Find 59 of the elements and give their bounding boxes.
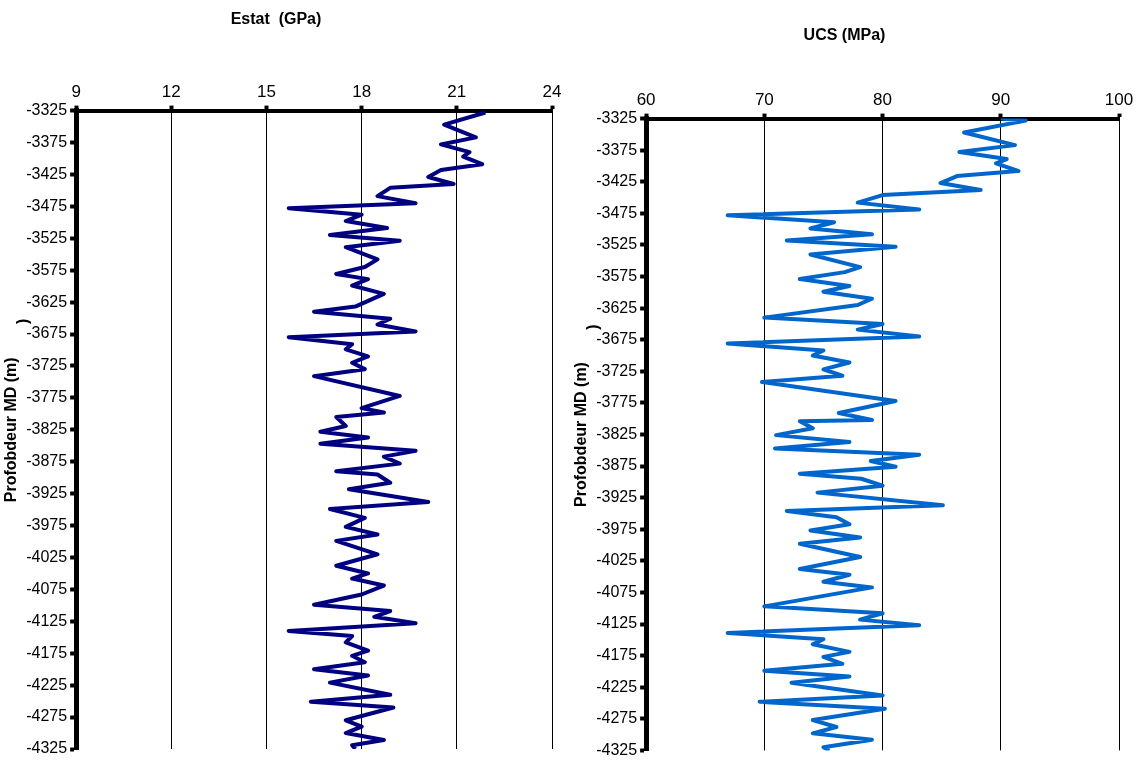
x-tick-label: 60 bbox=[636, 90, 656, 110]
y-tick-label: -4325 bbox=[26, 739, 68, 757]
y-tick-label: -3675 bbox=[596, 330, 638, 348]
y-tick-label: -3325 bbox=[26, 101, 68, 119]
x-tick-label: 80 bbox=[873, 90, 893, 110]
y-tick-label: -4275 bbox=[596, 709, 638, 727]
y-tick-label: -4225 bbox=[596, 677, 638, 695]
y-tick-label: -3475 bbox=[596, 203, 638, 221]
y-tick-label: -3925 bbox=[596, 488, 638, 506]
y-tick-label: -3825 bbox=[596, 424, 638, 442]
y-tick-label: -3375 bbox=[596, 140, 638, 158]
x-tick-label: 21 bbox=[447, 82, 467, 102]
y-tick-label: -3725 bbox=[26, 356, 68, 374]
y-tick-label: -4325 bbox=[596, 740, 638, 758]
y-tick-label: -3375 bbox=[26, 132, 68, 150]
y-tick-label: -3525 bbox=[26, 228, 68, 246]
y-tick-label: -3525 bbox=[596, 235, 638, 253]
y-tick-label: -4275 bbox=[26, 707, 68, 725]
y-tick-label: -4075 bbox=[596, 582, 638, 600]
chart-title: Estat (GPa) bbox=[230, 10, 322, 28]
y-tick-label: -4125 bbox=[26, 611, 68, 629]
y-tick-label: -4175 bbox=[596, 646, 638, 664]
y-tick-label: -3625 bbox=[596, 298, 638, 316]
y-tick-label: -3875 bbox=[26, 452, 68, 470]
y-axis-title: Profobdeur MD (m) bbox=[572, 362, 590, 507]
y-tick-label: -3425 bbox=[26, 164, 68, 182]
y-tick-label: -4225 bbox=[26, 675, 68, 693]
y-tick-label: -3925 bbox=[26, 484, 68, 502]
y-tick-label: -3825 bbox=[26, 420, 68, 438]
y-tick-label: -4075 bbox=[26, 579, 68, 597]
y-axis-title: Profobdeur MD (m) bbox=[2, 357, 20, 503]
y-tick-label: -3625 bbox=[26, 292, 68, 310]
y-tick-label: -3425 bbox=[596, 172, 638, 190]
chart-title: UCS (MPa) bbox=[803, 26, 886, 44]
y-tick-label: -4175 bbox=[26, 643, 68, 661]
y-tick-label: -3575 bbox=[596, 266, 638, 284]
y-tick-label: -3775 bbox=[596, 393, 638, 411]
y-tick-label: -3975 bbox=[596, 519, 638, 537]
y-tick-label: -3475 bbox=[26, 196, 68, 214]
y-tick-label: -3725 bbox=[596, 361, 638, 379]
x-tick-label: 15 bbox=[257, 82, 276, 102]
x-tick-label: 90 bbox=[991, 90, 1011, 110]
y-tick-label: -3975 bbox=[26, 515, 68, 533]
y-tick-label: -3575 bbox=[26, 260, 68, 278]
y-tick-label: -3325 bbox=[596, 109, 638, 127]
x-tick-label: 24 bbox=[542, 82, 562, 102]
x-tick-label: 18 bbox=[352, 82, 372, 102]
text: ) bbox=[584, 324, 602, 330]
text: ) bbox=[14, 318, 32, 324]
y-tick-label: -4025 bbox=[26, 547, 68, 565]
y-tick-label: -3875 bbox=[596, 456, 638, 474]
y-tick-label: -3775 bbox=[26, 388, 68, 406]
y-tick-label: -4125 bbox=[596, 614, 638, 632]
x-tick-label: 12 bbox=[161, 82, 181, 102]
x-tick-label: 9 bbox=[71, 82, 81, 102]
x-tick-label: 100 bbox=[1104, 90, 1134, 110]
x-tick-label: 70 bbox=[754, 90, 774, 110]
y-tick-label: -3675 bbox=[26, 324, 68, 342]
y-tick-label: -4025 bbox=[596, 551, 638, 569]
